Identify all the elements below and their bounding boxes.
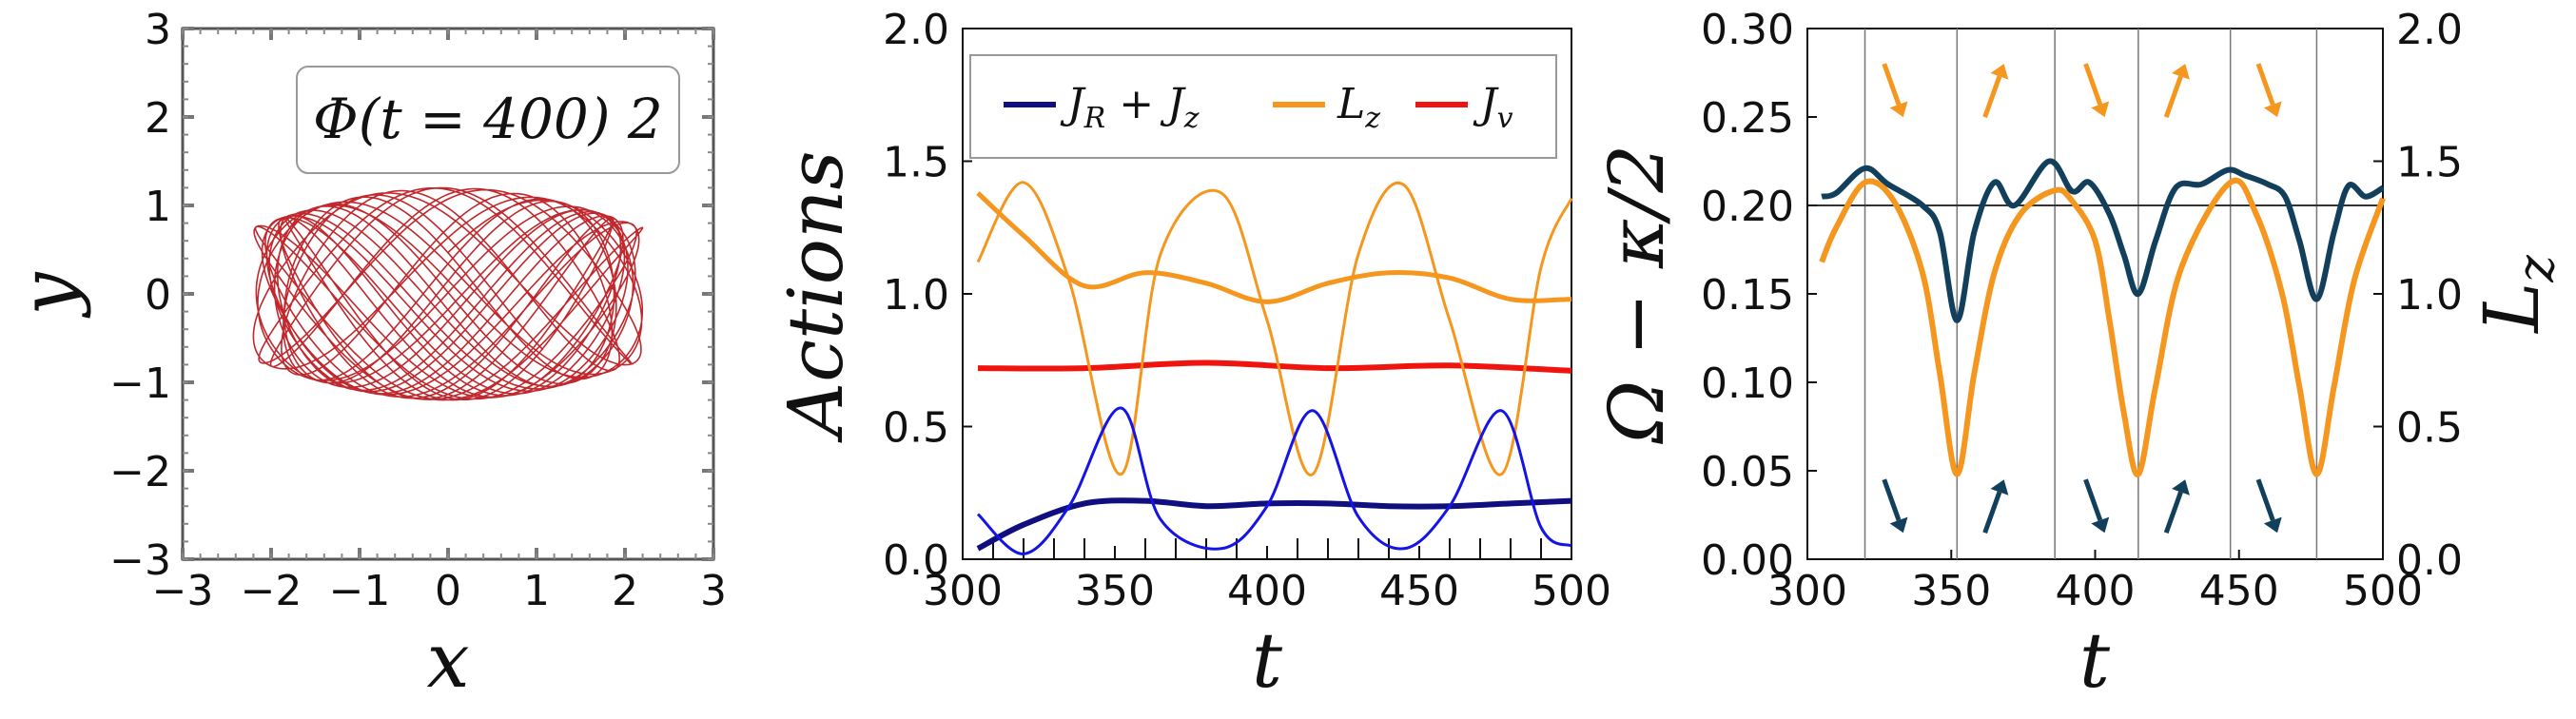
orbit-trajectory xyxy=(252,186,644,401)
frequency-ytick-label-left: 0.25 xyxy=(1701,94,1794,143)
frequency-ylabel-left: Ω − κ/2 xyxy=(1592,145,1681,445)
orbit-ticks: −3−3 −2 −2 −1 −1 0 0 1 1 2 2 3 3 xyxy=(109,6,727,615)
actions-series xyxy=(976,181,1573,555)
series-jr-jz-oscillating xyxy=(976,406,1572,555)
direction-arrow-head xyxy=(2172,479,2190,496)
actions-ytick-label: 0.0 xyxy=(883,536,949,585)
actions-ylabel: Actions xyxy=(771,150,860,443)
frequency-ticks: 300 350 400 450 500 0.00 0.05 0.10 0.15 0.20 0.25 0… xyxy=(1701,6,2463,615)
direction-arrow xyxy=(1882,63,1902,106)
orbit-ytick-label: −3 xyxy=(109,536,171,585)
orbit-xtick-label: −1 xyxy=(329,567,391,615)
frequency-ytick-label-left: 0.20 xyxy=(1701,183,1794,231)
orbit-xlabel: x xyxy=(426,616,469,705)
frequency-ytick-label-left: 0.00 xyxy=(1701,536,1794,585)
frequency-xtick-label: 350 xyxy=(1911,567,1991,615)
direction-arrow-head xyxy=(2091,516,2110,534)
direction-arrow-head xyxy=(2091,101,2110,118)
frequency-plot-frame xyxy=(1806,28,2384,560)
orbit-panel: −3−3 −2 −2 −1 −1 0 0 1 1 2 2 3 3 Φ(t = 400) 2 x y xyxy=(4,6,727,705)
series-lz xyxy=(976,191,1572,304)
orbit-ytick-label: −2 xyxy=(109,448,171,496)
actions-ytick-label: 0.5 xyxy=(883,404,949,453)
actions-xtick-label: 400 xyxy=(1227,567,1307,615)
frequency-xlabel: t xyxy=(2079,616,2111,705)
orbit-ytick-label: 3 xyxy=(145,6,171,54)
direction-arrow xyxy=(2255,478,2275,521)
frequency-ytick-label-right: 1.5 xyxy=(2396,139,2463,187)
actions-xtick-label: 450 xyxy=(1379,567,1459,615)
orbit-xtick-label: −2 xyxy=(241,567,302,615)
frequency-ytick-label-left: 0.15 xyxy=(1701,271,1794,320)
actions-xtick-label: 350 xyxy=(1075,567,1155,615)
direction-arrow xyxy=(2163,75,2183,118)
direction-arrow xyxy=(1982,75,2002,118)
frequency-xtick-label: 300 xyxy=(1767,567,1847,615)
frequency-ytick-label-right: 2.0 xyxy=(2396,6,2463,54)
direction-arrow xyxy=(1882,478,1902,521)
actions-ytick-label: 1.0 xyxy=(883,271,949,320)
orbit-annotation: Φ(t = 400) 2 xyxy=(313,87,663,151)
actions-xtick-label: 300 xyxy=(923,567,1003,615)
series-lz-right-axis xyxy=(1819,177,2386,477)
frequency-ylabel-right: Lz xyxy=(2468,255,2566,335)
legend-label-lz: Lz xyxy=(1337,80,1380,135)
orbit-ytick-label: −1 xyxy=(109,360,171,408)
direction-arrow-head xyxy=(2172,64,2190,80)
direction-arrow-head xyxy=(1990,479,2009,496)
frequency-ytick-label-right: 1.0 xyxy=(2396,271,2463,320)
frequency-ytick-label-left: 0.30 xyxy=(1701,6,1794,54)
frequency-panel: 300 350 400 450 500 0.00 0.05 0.10 0.15 0.20 0.25 0… xyxy=(1592,6,2566,705)
orbit-xtick-label: 2 xyxy=(612,567,638,615)
series-omega-minus-kappa xyxy=(1821,158,2385,323)
direction-arrow-head xyxy=(1889,101,1908,118)
direction-arrow xyxy=(1982,491,2002,534)
legend-label-jr-jz: JR + Jz xyxy=(1060,80,1200,135)
orbit-ytick-label: 1 xyxy=(145,183,171,231)
actions-ticks: 300 350 400 450 500 0.0 0.5 1.0 1.5 2.0 xyxy=(883,6,1611,615)
direction-arrow-head xyxy=(1990,64,2009,80)
direction-arrow xyxy=(2083,478,2103,521)
frequency-ytick-label-right: 0.5 xyxy=(2396,404,2463,453)
orbit-ytick-label: 0 xyxy=(145,271,171,320)
direction-arrow-head xyxy=(2263,516,2282,534)
frequency-ytick-label-right: 0.0 xyxy=(2396,536,2463,585)
orbit-ylabel: y xyxy=(4,271,92,319)
orbit-ytick-label: 2 xyxy=(145,94,171,143)
direction-arrow-head xyxy=(2263,101,2282,118)
series-lz-oscillating xyxy=(976,181,1573,476)
actions-ytick-label: 1.5 xyxy=(883,139,949,187)
direction-arrow xyxy=(2083,63,2103,106)
orbit-xtick-label: −3 xyxy=(152,567,214,615)
actions-legend: JR + Jz Lz Jv xyxy=(969,54,1557,159)
orbit-annotation-box xyxy=(296,66,680,174)
frequency-ytick-label-left: 0.10 xyxy=(1701,360,1794,408)
direction-arrow xyxy=(2255,63,2275,106)
legend-box xyxy=(969,54,1557,159)
frequency-xtick-label: 400 xyxy=(2056,567,2136,615)
orbit-xtick-label: 3 xyxy=(700,567,727,615)
frequency-series xyxy=(1819,158,2386,477)
direction-arrow-head xyxy=(1889,516,1908,534)
orbit-xtick-label: 1 xyxy=(523,567,550,615)
orbit-xtick-label: 0 xyxy=(435,567,461,615)
frequency-xtick-label: 500 xyxy=(2343,567,2423,615)
actions-panel: 300 350 400 450 500 0.0 0.5 1.0 1.5 2.0 JR + Jz L… xyxy=(771,6,1611,705)
actions-xtick-label: 500 xyxy=(1532,567,1611,615)
frequency-xtick-label: 450 xyxy=(2199,567,2279,615)
frequency-arrows xyxy=(1882,63,2282,534)
orbit-path xyxy=(252,186,644,401)
actions-ytick-label: 2.0 xyxy=(883,6,949,54)
actions-xlabel: t xyxy=(1252,616,1283,705)
frequency-ytick-label-left: 0.05 xyxy=(1701,448,1794,496)
series-jv xyxy=(977,360,1572,374)
direction-arrow xyxy=(2163,491,2183,534)
